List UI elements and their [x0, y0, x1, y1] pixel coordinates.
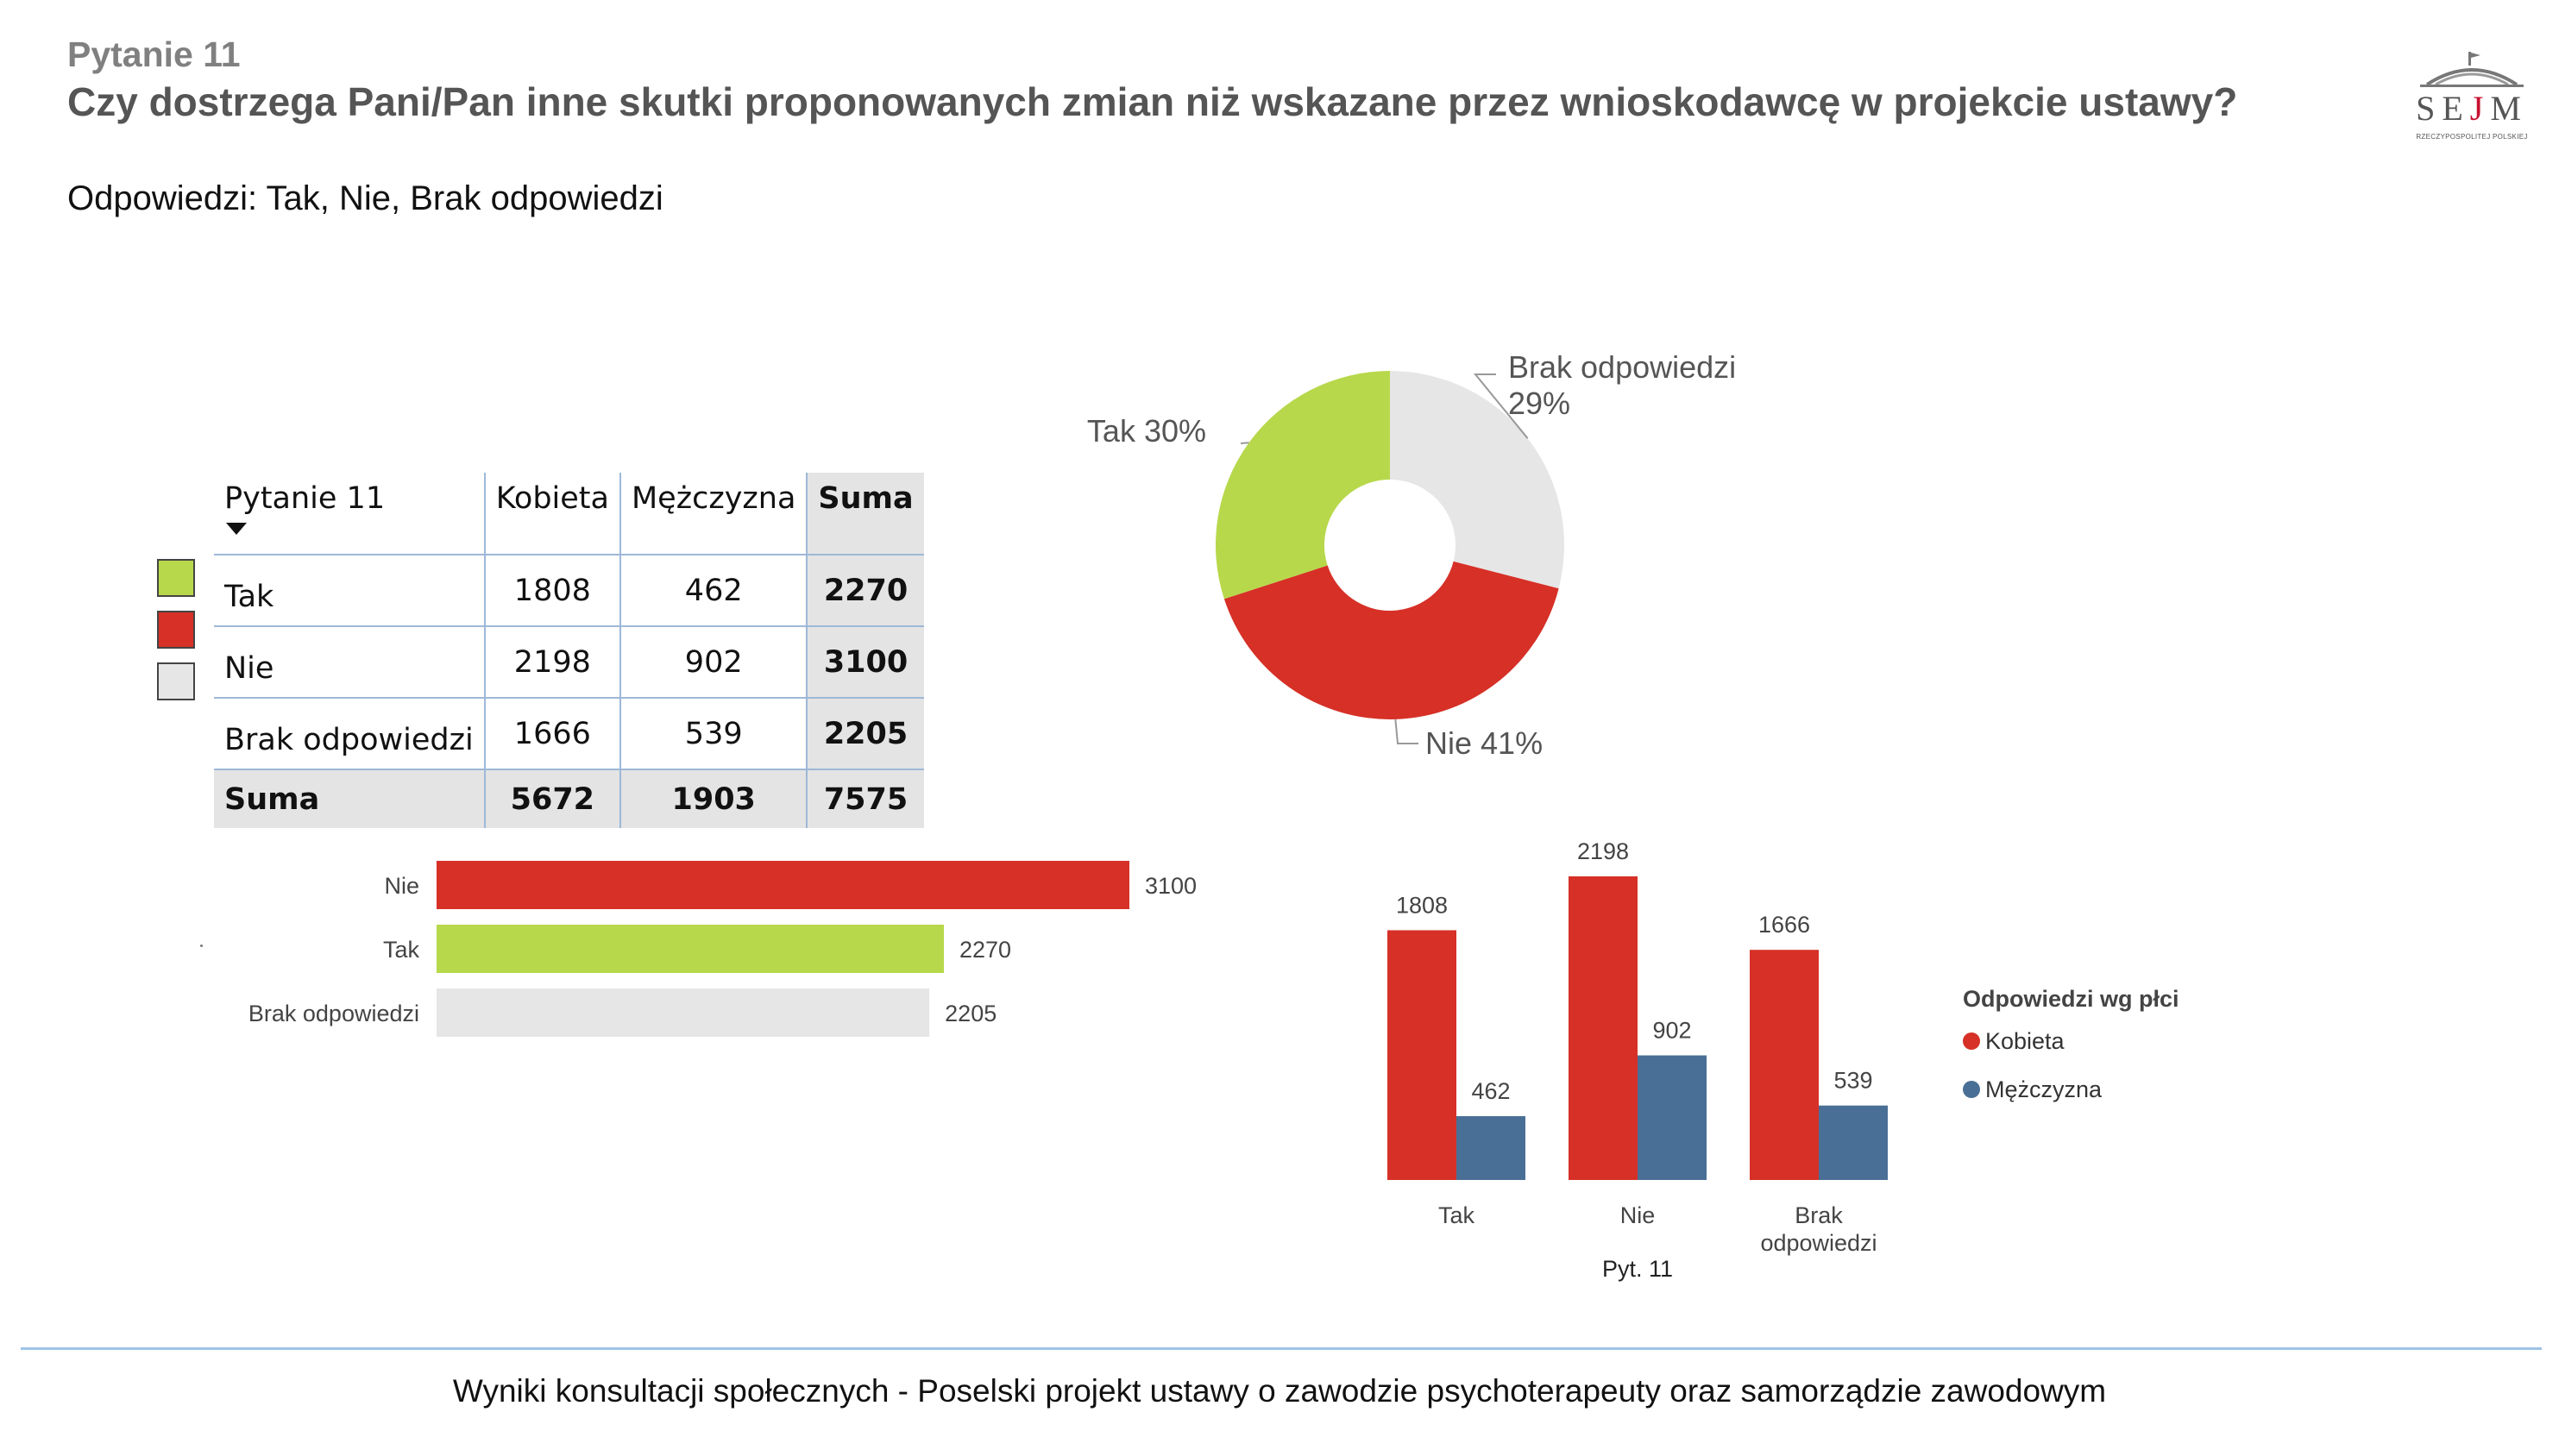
- hbar-category-label: Nie: [384, 873, 419, 899]
- pie-leader-line: [1240, 442, 1249, 444]
- vbar-category-label: Brak: [1795, 1202, 1843, 1228]
- total-kobieta: 5672: [483, 769, 620, 828]
- pie-leader-line: [1473, 373, 1529, 439]
- cell-mezczyzna: 539: [619, 698, 808, 770]
- vbar-category-label: Tak: [1438, 1202, 1475, 1228]
- footer-text: Wyniki konsultacji społecznych - Poselsk…: [452, 1373, 2107, 1409]
- total-suma: 7575: [806, 769, 924, 828]
- legend-dot-icon: [1963, 1032, 1980, 1050]
- table-header-suma: Suma: [806, 473, 924, 555]
- swatch-tak: [157, 559, 195, 597]
- vbar-bar-mężczyzna: [1819, 1105, 1888, 1180]
- legend-item-kobieta: Kobieta: [1963, 1021, 2179, 1061]
- hbar-value-label: 3100: [1145, 873, 1197, 899]
- cell-suma: 3100: [806, 626, 924, 699]
- hbar-bar: [437, 861, 1129, 909]
- cell-kobieta: 1666: [483, 698, 620, 770]
- sort-arrow-icon[interactable]: [226, 523, 247, 535]
- hbar-value-label: 2270: [959, 937, 1011, 963]
- logo-word: SEJM: [2416, 89, 2528, 128]
- table-row: Tak 1808 462 2270: [214, 555, 924, 627]
- vbar-bar-mężczyzna: [1456, 1116, 1525, 1180]
- hbar-value-label: 2205: [945, 1001, 997, 1026]
- swatch-nie: [157, 611, 195, 649]
- sejm-logo: SEJM RZECZYPOSPOLITEJ POLSKIEJ: [2411, 50, 2532, 147]
- pie-slice-2: [1216, 371, 1390, 599]
- legend-title: Odpowiedzi wg płci: [1963, 986, 2179, 1012]
- total-mezczyzna: 1903: [619, 769, 808, 828]
- gender-legend: Odpowiedzi wg płci Kobieta Mężczyzna: [1963, 986, 2179, 1109]
- vbar-value-label: 2198: [1577, 838, 1629, 864]
- table-header-row: Pytanie 11 Kobieta Mężczyzna Suma: [214, 473, 924, 555]
- slide-subtitle: Odpowiedzi: Tak, Nie, Brak odpowiedzi: [67, 179, 663, 217]
- vbar-value-label: 1666: [1758, 912, 1810, 938]
- pie-slice-0: [1390, 371, 1564, 589]
- sejm-building-icon: [2420, 52, 2524, 87]
- vbar-bar-kobieta: [1387, 930, 1456, 1180]
- cell-suma: 2205: [806, 698, 924, 770]
- table-total-row: Suma 5672 1903 7575: [214, 769, 924, 828]
- table-row: Nie 2198 902 3100: [214, 626, 924, 699]
- legend-item-mezczyzna: Mężczyzna: [1963, 1070, 2179, 1109]
- vbar-value-label: 462: [1471, 1078, 1510, 1104]
- vbar-value-label: 539: [1833, 1068, 1872, 1094]
- cell-suma: 2270: [806, 555, 924, 627]
- hbar-category-label: Brak odpowiedzi: [248, 1001, 419, 1026]
- slide-title: Czy dostrzega Pani/Pan inne skutki propo…: [67, 79, 2238, 124]
- horizontal-bar-chart: Nie 3100 Tak 2270 Brak odpowiedzi 2205: [248, 861, 1197, 1037]
- row-label: Tak: [214, 555, 485, 627]
- vbar-value-label: 1808: [1396, 892, 1448, 918]
- pie-slice-1: [1223, 561, 1559, 719]
- vbar-category-label: odpowiedzi: [1760, 1230, 1877, 1256]
- table-header-kobieta: Kobieta: [483, 473, 620, 555]
- total-label: Suma: [214, 769, 485, 828]
- vbar-bar-kobieta: [1569, 876, 1638, 1180]
- pie-label: Tak 30%: [1087, 413, 1206, 449]
- table-header-question[interactable]: Pytanie 11: [214, 473, 485, 555]
- answers-table: Pytanie 11 Kobieta Mężczyzna Suma Tak 18…: [214, 473, 924, 828]
- donut-chart: Brak odpowiedzi 29% Nie 41% Tak 30%: [1087, 349, 1736, 761]
- cell-mezczyzna: 902: [619, 626, 808, 699]
- cell-kobieta: 1808: [483, 555, 620, 627]
- grouped-bar-chart: 1808 462 Tak 2198 902 Nie 1666 539 Brakodpowiedz…: [1387, 838, 1888, 1282]
- vbar-value-label: 902: [1652, 1018, 1691, 1044]
- footer-divider: [21, 1347, 2542, 1350]
- hbar-category-label: Tak: [383, 937, 420, 963]
- hbar-bar: [437, 988, 930, 1037]
- logo-subtext: RZECZYPOSPOLITEJ POLSKIEJ: [2416, 133, 2528, 141]
- legend-dot-icon: [1963, 1081, 1980, 1098]
- swatch-brak: [157, 662, 195, 700]
- slide-label: Pytanie 11: [67, 35, 241, 74]
- pie-label: Brak odpowiedzi 29%: [1508, 349, 1736, 421]
- row-label: Nie: [214, 626, 485, 699]
- pie-leader-line: [1394, 719, 1418, 744]
- vbar-bar-mężczyzna: [1638, 1055, 1707, 1180]
- stray-dot: [200, 945, 203, 947]
- vbar-bar-kobieta: [1750, 950, 1819, 1180]
- cell-mezczyzna: 462: [619, 555, 808, 627]
- vbar-axis-label: Pyt. 11: [1602, 1256, 1673, 1282]
- table-header-mezczyzna: Mężczyzna: [619, 473, 808, 555]
- hbar-bar: [437, 925, 945, 973]
- vbar-category-label: Nie: [1620, 1202, 1656, 1228]
- pie-label: Nie 41%: [1425, 725, 1543, 761]
- row-label: Brak odpowiedzi: [214, 698, 485, 770]
- cell-kobieta: 2198: [483, 626, 620, 699]
- table-row: Brak odpowiedzi 1666 539 2205: [214, 698, 924, 770]
